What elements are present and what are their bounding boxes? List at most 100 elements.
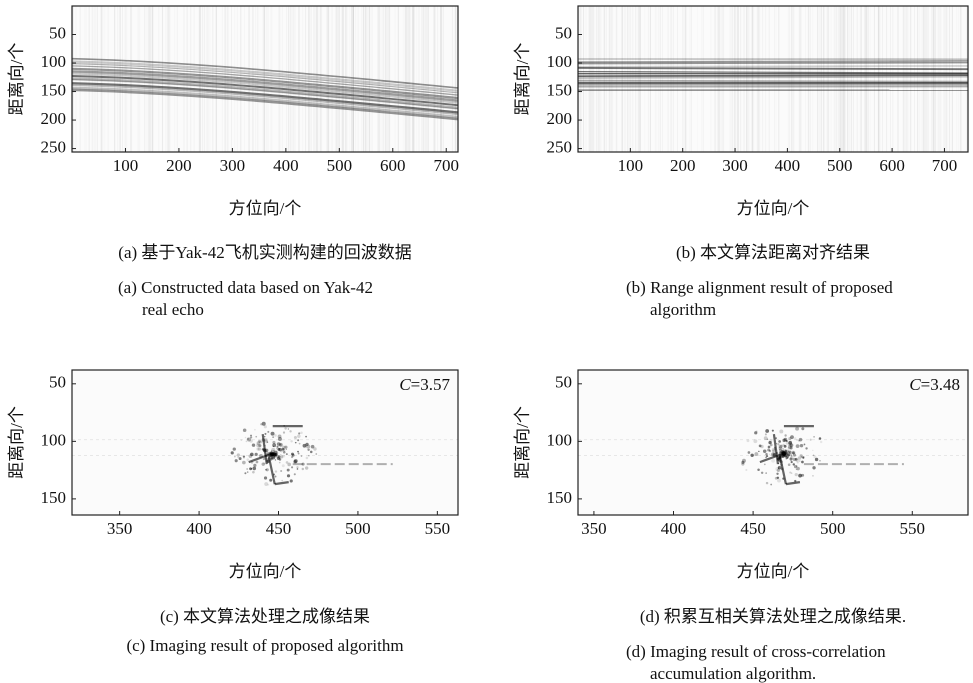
scatter-speck: [780, 449, 785, 454]
caption-en: (b) Range alignment result of proposed: [626, 278, 893, 297]
scatter-speck: [786, 457, 789, 459]
scatter-speck: [301, 462, 305, 466]
scatter-speck: [776, 476, 780, 480]
echo-streak: [71, 84, 459, 116]
scatter-speck: [766, 455, 769, 458]
y-axis-label: 距离向/个: [513, 406, 532, 479]
scatter-speck: [290, 452, 294, 456]
scatter-speck: [250, 468, 253, 470]
scatter-speck: [282, 445, 286, 450]
scatter-speck: [814, 457, 819, 462]
scatter-speck: [771, 452, 775, 457]
scatter-speck: [742, 458, 746, 463]
scatter-speck: [305, 442, 309, 447]
scatter-speck: [782, 438, 787, 443]
x-tick-label: 600: [879, 156, 905, 175]
scatter-speck: [783, 452, 786, 455]
scatter-speck: [274, 453, 277, 456]
scatter-speck: [758, 450, 760, 453]
scatter-speck: [812, 454, 815, 457]
scatter-speck: [274, 459, 277, 461]
scatter-speck: [798, 473, 803, 478]
scatter-speck: [278, 461, 281, 464]
echo-streak: [577, 75, 969, 79]
x-axis-label: 方位向/个: [229, 562, 302, 581]
echo-streak: [71, 86, 459, 119]
scatter-speck: [265, 468, 267, 471]
frame: [71, 5, 459, 153]
scatter-speck: [760, 471, 764, 475]
scatter-speck: [791, 472, 793, 474]
echo-streak: [71, 82, 459, 114]
scatter-speck: [779, 429, 784, 434]
scatter-speck: [271, 447, 276, 452]
scatter-speck: [741, 460, 745, 464]
scatter-speck: [274, 434, 277, 437]
scatter-speck: [778, 446, 780, 448]
scatter-speck: [281, 447, 285, 451]
scatter-speck: [266, 441, 269, 443]
scatter-speck: [812, 466, 816, 470]
scatter-speck: [264, 432, 267, 435]
scatter-speck: [795, 465, 798, 468]
scatter-speck: [785, 440, 788, 442]
annotation-symbol: C: [909, 375, 921, 394]
scatter-speck: [290, 455, 294, 459]
scatter-speck: [296, 468, 299, 470]
scatter-speck: [797, 456, 802, 460]
echo-streak: [71, 77, 459, 110]
panel: 100 200 300 400 500 600 700 50 100 150 200 250 距离向/个…: [7, 5, 459, 319]
scatter-speck: [745, 468, 748, 471]
scatter-speck: [263, 462, 266, 465]
scatter-speck: [755, 430, 758, 433]
y-tick-label: 100: [41, 430, 67, 449]
scatter-speck: [234, 455, 236, 458]
scatter-speck: [767, 445, 771, 449]
scatter-speck: [245, 440, 248, 443]
scatter-speck: [765, 452, 768, 456]
annotation: C=3.48: [909, 375, 960, 394]
scatter-speck: [244, 472, 247, 475]
scatter-speck: [257, 447, 262, 451]
scatter-speck: [788, 440, 793, 445]
scatter-speck: [801, 460, 804, 464]
scatter-speck: [305, 456, 309, 460]
scatter-speck: [252, 470, 255, 474]
scatter-speck: [779, 444, 783, 448]
scatter-speck: [781, 453, 786, 458]
scatter-speck: [783, 444, 787, 448]
scatter-speck: [788, 442, 793, 447]
scatter-speck: [256, 447, 260, 451]
scatter-speck: [242, 428, 247, 433]
scatter-speck: [246, 471, 249, 473]
caption-cn: (d) 积累互相关算法处理之成像结果.: [640, 607, 906, 626]
scatter-speck: [770, 483, 773, 486]
scatter-speck: [246, 468, 249, 470]
scatter-speck: [753, 439, 758, 444]
scatter-speck: [785, 455, 789, 459]
scatter-speck: [289, 430, 292, 433]
x-tick-label: 300: [722, 156, 748, 175]
scatter-speck: [302, 443, 307, 448]
scatter-speck: [796, 461, 799, 464]
scatter-speck: [242, 460, 246, 465]
scatter-speck: [771, 458, 775, 463]
scatter-speck: [765, 456, 767, 459]
scatter-speck: [285, 453, 288, 456]
scatter-speck: [787, 463, 791, 467]
y-tick-label: 50: [555, 373, 572, 392]
scatter-speck: [795, 444, 800, 449]
x-tick-label: 500: [345, 519, 371, 538]
scatter-edge: [261, 433, 268, 465]
scatter-speck: [280, 455, 284, 459]
scatter-speck: [280, 469, 283, 473]
scatter-edge: [274, 481, 289, 486]
scatter-edge: [772, 433, 780, 465]
scatter-speck: [813, 436, 815, 438]
caption-cn: (a) 基于Yak-42飞机实测构建的回波数据: [118, 243, 411, 262]
y-tick-label: 200: [547, 109, 573, 128]
scatter-speck: [265, 468, 269, 472]
scatter-speck: [284, 427, 287, 430]
caption-en: accumulation algorithm.: [650, 664, 816, 683]
scatter-speck: [779, 451, 781, 453]
